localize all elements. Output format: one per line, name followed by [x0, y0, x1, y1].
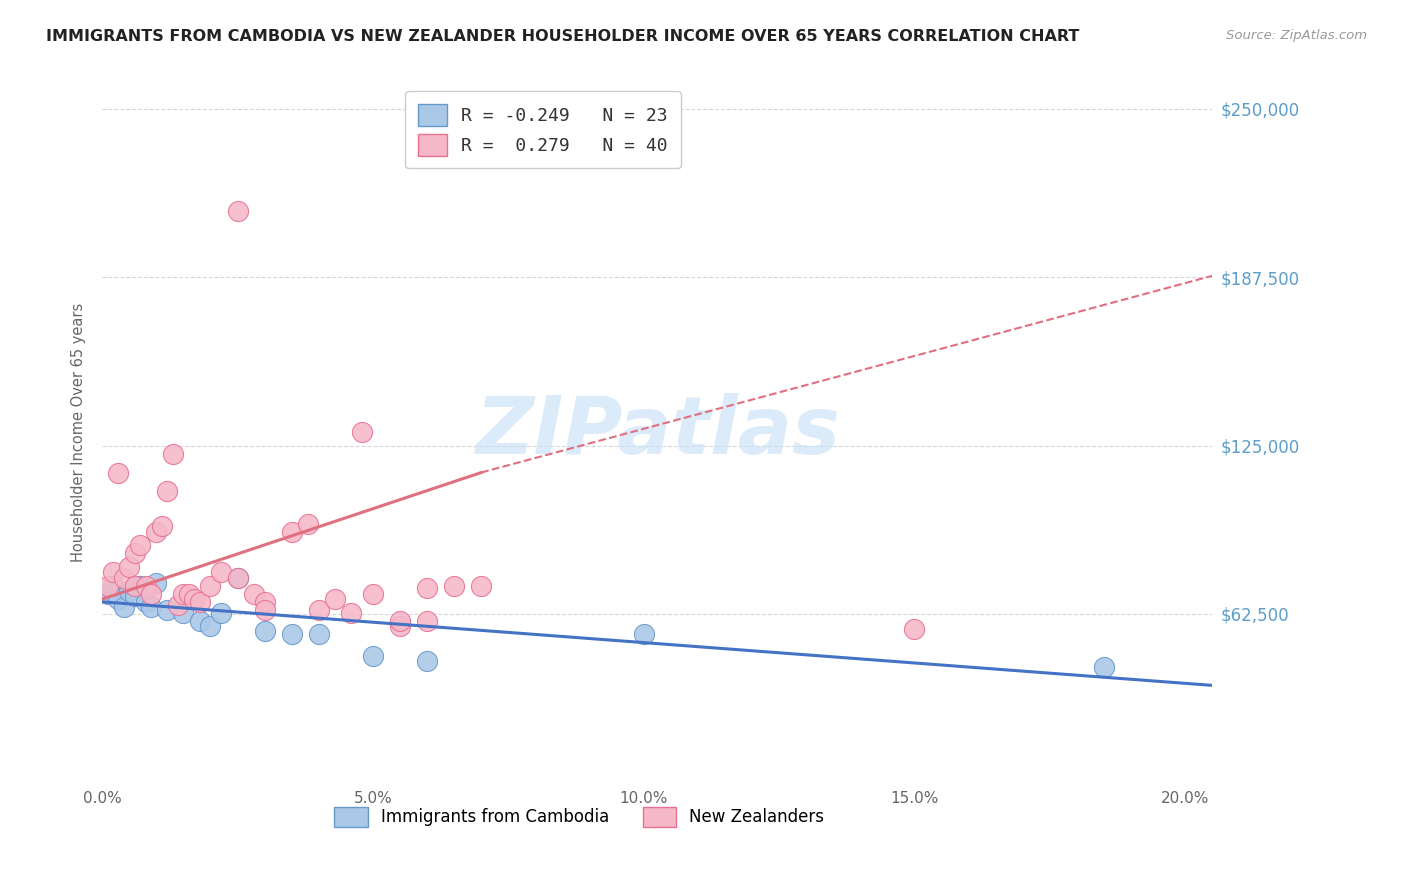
Point — [101, 579, 124, 593]
Point — [226, 571, 249, 585]
Point — [297, 516, 319, 531]
Point — [107, 466, 129, 480]
Point — [112, 600, 135, 615]
Point — [361, 648, 384, 663]
Point — [118, 559, 141, 574]
Point — [101, 565, 124, 579]
Text: Source: ZipAtlas.com: Source: ZipAtlas.com — [1226, 29, 1367, 42]
Point — [124, 579, 146, 593]
Point — [243, 587, 266, 601]
Point — [361, 587, 384, 601]
Point — [308, 627, 330, 641]
Point — [145, 576, 167, 591]
Point — [135, 579, 157, 593]
Point — [112, 571, 135, 585]
Point — [253, 624, 276, 639]
Point — [97, 579, 120, 593]
Point — [139, 600, 162, 615]
Point — [124, 590, 146, 604]
Point — [443, 579, 465, 593]
Point — [139, 587, 162, 601]
Point — [188, 595, 211, 609]
Point — [150, 519, 173, 533]
Point — [177, 587, 200, 601]
Point — [226, 571, 249, 585]
Point — [172, 587, 194, 601]
Point — [226, 204, 249, 219]
Point — [470, 579, 492, 593]
Point — [124, 546, 146, 560]
Point — [172, 606, 194, 620]
Point — [352, 425, 374, 439]
Point — [200, 619, 222, 633]
Point — [253, 603, 276, 617]
Point — [253, 595, 276, 609]
Point — [388, 619, 411, 633]
Point — [1092, 659, 1115, 673]
Point — [388, 614, 411, 628]
Point — [162, 447, 184, 461]
Point — [209, 606, 232, 620]
Point — [209, 565, 232, 579]
Point — [183, 592, 205, 607]
Text: IMMIGRANTS FROM CAMBODIA VS NEW ZEALANDER HOUSEHOLDER INCOME OVER 65 YEARS CORRE: IMMIGRANTS FROM CAMBODIA VS NEW ZEALANDE… — [46, 29, 1080, 44]
Point — [135, 595, 157, 609]
Point — [129, 579, 152, 593]
Point — [280, 524, 302, 539]
Point — [903, 622, 925, 636]
Point — [416, 582, 439, 596]
Point — [633, 627, 655, 641]
Point — [167, 598, 190, 612]
Point — [97, 587, 120, 601]
Point — [416, 654, 439, 668]
Legend: Immigrants from Cambodia, New Zealanders: Immigrants from Cambodia, New Zealanders — [328, 800, 831, 833]
Point — [340, 606, 363, 620]
Point — [200, 579, 222, 593]
Text: ZIPatlas: ZIPatlas — [475, 393, 839, 471]
Point — [416, 614, 439, 628]
Point — [280, 627, 302, 641]
Point — [308, 603, 330, 617]
Point — [129, 538, 152, 552]
Point — [145, 524, 167, 539]
Point — [107, 592, 129, 607]
Point — [156, 484, 179, 499]
Point — [156, 603, 179, 617]
Point — [323, 592, 346, 607]
Point — [188, 614, 211, 628]
Y-axis label: Householder Income Over 65 years: Householder Income Over 65 years — [72, 302, 86, 562]
Point — [118, 584, 141, 599]
